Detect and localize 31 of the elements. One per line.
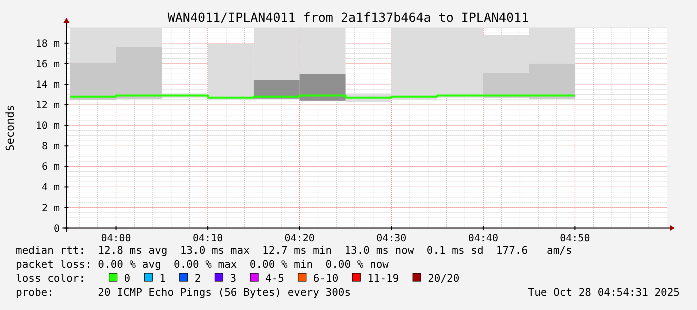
legend-label: 11-19 <box>368 273 400 285</box>
y-tick-label: 2 m <box>42 203 60 214</box>
x-tick-label: 04:50 <box>560 233 590 244</box>
legend-label: 6-10 <box>313 273 339 285</box>
y-tick-label: 6 m <box>42 162 60 174</box>
y-tick-label: 16 m <box>36 59 60 70</box>
legend-label: 2 <box>194 273 202 285</box>
legend-label: 1 <box>160 273 166 285</box>
y-tick-label: 10 m <box>36 121 60 132</box>
legend-label: 20/20 <box>428 273 460 285</box>
text: Tue Oct 28 04:54:31 2025 <box>528 287 680 299</box>
y-axis-title: Seconds <box>4 104 17 152</box>
x-tick-label: 04:40 <box>468 233 498 244</box>
y-tick-label: 14 m <box>36 80 60 91</box>
legend-title: loss color: <box>16 273 86 285</box>
x-tick-label: 04:00 <box>101 233 132 244</box>
y-tick-label: 12 m <box>36 100 60 112</box>
x-tick-label: 04:30 <box>376 233 407 244</box>
text: packet loss: 0.00 % avg 0.00 % max 0.00 % min 0.00 % now <box>16 259 390 271</box>
legend-label: 0 <box>124 273 131 285</box>
legend-label: 3 <box>230 273 237 285</box>
text: median rtt: 12.8 ms avg 13.0 ms max 12.7 ms min 13.0 ms now 0.1 ms sd 177.6 am/s <box>16 245 572 257</box>
text: probe: 20 ICMP Echo Pings (56 Bytes) every 300s <box>16 287 352 299</box>
x-tick-label: 04:20 <box>284 233 315 244</box>
chart-title: WAN4011/IPLAN4011 from 2a1f137b464a to IPLAN4011 <box>168 10 530 25</box>
y-tick-label: 0 <box>54 224 60 235</box>
x-tick-label: 04:10 <box>193 233 224 244</box>
y-tick-label: 8 m <box>42 142 60 153</box>
legend-label: 4-5 <box>266 273 284 285</box>
y-tick-label: 4 m <box>42 182 60 194</box>
y-tick-label: 18 m <box>36 38 60 50</box>
